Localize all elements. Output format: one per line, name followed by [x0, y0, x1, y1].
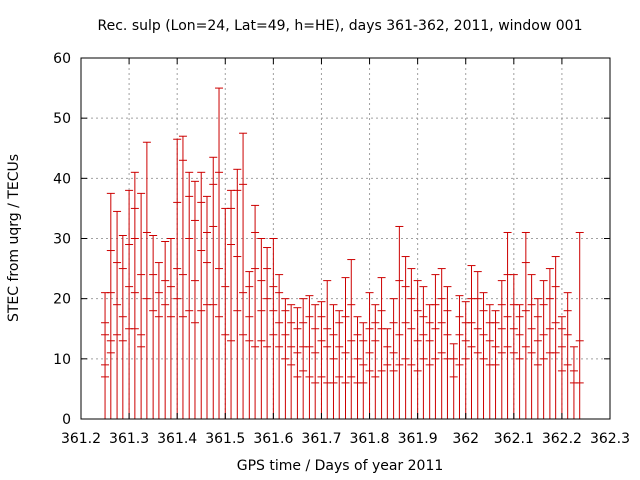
x-tick-label: 362.1 [494, 431, 534, 447]
y-tick-label: 0 [62, 412, 71, 428]
x-tick-label: 362.2 [542, 431, 582, 447]
x-tick-label: 362.3 [590, 431, 630, 447]
x-tick-label: 362 [452, 431, 479, 447]
x-tick-label: 361.9 [398, 431, 438, 447]
y-tick-label: 60 [53, 51, 71, 67]
y-axis-title: STEC from uqrg / TECUs [6, 154, 22, 322]
y-tick-label: 50 [53, 111, 71, 127]
x-tick-label: 361.5 [205, 431, 245, 447]
x-tick-label: 361.4 [157, 431, 197, 447]
x-ticks: 361.2 361.3 361.4 361.5 361.6 361.7 361.8 361.9… [61, 58, 630, 447]
y-tick-label: 20 [53, 292, 71, 308]
x-axis-title: GPS time / Days of year 2011 [237, 458, 444, 474]
data-series [101, 87, 584, 419]
x-tick-label: 361.2 [61, 431, 101, 447]
y-tick-label: 40 [53, 171, 71, 187]
x-tick-label: 361.7 [301, 431, 341, 447]
chart-title: Rec. sulp (Lon=24, Lat=49, h=HE), days 3… [98, 18, 583, 34]
y-tick-label: 10 [53, 352, 71, 368]
y-ticks: 0 10 20 30 40 50 60 [53, 51, 610, 428]
y-tick-label: 30 [53, 232, 71, 248]
x-tick-label: 361.6 [253, 431, 293, 447]
x-tick-label: 361.3 [109, 431, 149, 447]
x-tick-label: 361.8 [349, 431, 389, 447]
